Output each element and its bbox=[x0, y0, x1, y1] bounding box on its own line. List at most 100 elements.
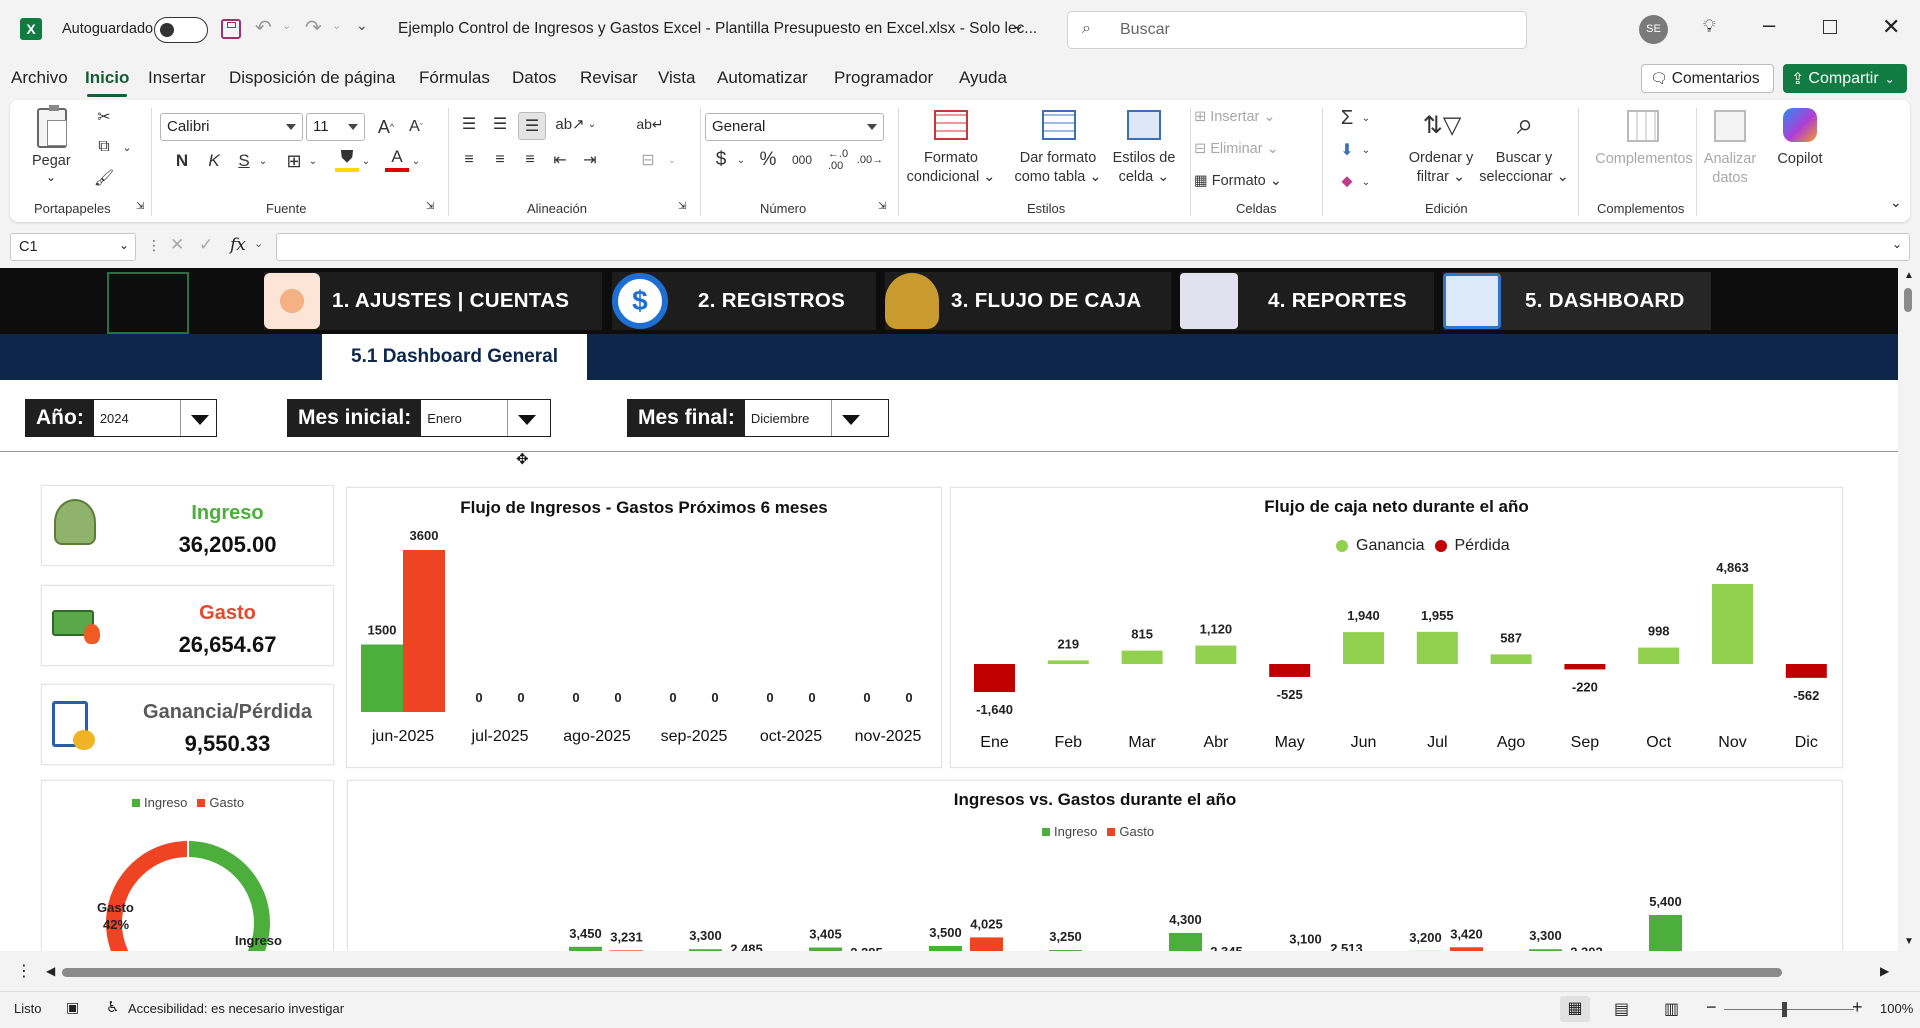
number-format-combo[interactable]: General bbox=[705, 113, 884, 141]
find-select-button[interactable]: Buscar y seleccionar ⌄ bbox=[1479, 150, 1569, 185]
start-month-value[interactable]: Enero bbox=[421, 400, 508, 436]
menu-inicio[interactable]: Inicio bbox=[85, 68, 130, 97]
menu-vista[interactable]: Vista bbox=[658, 68, 696, 87]
end-month-filter[interactable]: Mes final: Diciembre bbox=[627, 399, 889, 437]
increase-decimal-icon[interactable]: ←.0.00 bbox=[827, 148, 849, 172]
italic-button[interactable]: K bbox=[208, 151, 220, 170]
underline-dropdown-icon[interactable]: ⌄ bbox=[258, 155, 268, 167]
worksheet-area[interactable]: 1. AJUSTES | CUENTAS $2. REGISTROS 3. FL… bbox=[0, 268, 1898, 951]
menu-formulas[interactable]: Fórmulas bbox=[419, 68, 490, 87]
copy-icon[interactable]: ⧉ bbox=[98, 138, 110, 155]
currency-button[interactable]: $ bbox=[715, 149, 727, 170]
menu-insertar[interactable]: Insertar bbox=[148, 68, 206, 87]
end-month-dropdown-icon[interactable] bbox=[830, 400, 869, 436]
addins-icon[interactable] bbox=[1627, 110, 1659, 142]
fill-dropdown-icon[interactable]: ⌄ bbox=[1361, 144, 1371, 156]
delete-cells-button[interactable]: ⊟ Eliminar ⌄ bbox=[1194, 141, 1279, 157]
menu-archivo[interactable]: Archivo bbox=[11, 68, 68, 87]
nav-dashboard-button[interactable]: 5. DASHBOARD bbox=[1443, 272, 1711, 330]
scroll-up-icon[interactable]: ▲ bbox=[1904, 270, 1914, 281]
paste-icon[interactable] bbox=[37, 105, 67, 148]
scroll-right-icon[interactable]: ▶ bbox=[1880, 964, 1890, 978]
insert-cells-button[interactable]: ⊞ Insertar ⌄ bbox=[1194, 109, 1276, 125]
format-cells-button[interactable]: ▦ Formato ⌄ bbox=[1194, 173, 1282, 189]
comments-button[interactable]: 🗨︎ Comentarios bbox=[1641, 64, 1774, 93]
page-break-view-icon[interactable]: ▥ bbox=[1664, 1001, 1680, 1018]
addins-button[interactable]: Complementos bbox=[1595, 151, 1693, 167]
copilot-icon[interactable] bbox=[1783, 108, 1817, 142]
merge-dropdown-icon[interactable]: ⌄ bbox=[667, 154, 677, 166]
formula-bar-more-icon[interactable]: ⋮ bbox=[147, 237, 161, 253]
font-launcher-icon[interactable]: ⇲ bbox=[426, 201, 435, 212]
sort-filter-button[interactable]: Ordenar y filtrar ⌄ bbox=[1408, 150, 1474, 185]
zoom-slider-thumb[interactable] bbox=[1782, 1002, 1787, 1017]
table-format-icon[interactable] bbox=[1042, 110, 1076, 140]
selected-cell-c1[interactable] bbox=[107, 272, 189, 334]
align-top-icon[interactable]: ☰ bbox=[461, 116, 477, 133]
restore-icon[interactable] bbox=[1823, 20, 1837, 34]
copilot-button[interactable]: Copilot bbox=[1777, 151, 1823, 167]
thousands-button[interactable]: 000 bbox=[791, 153, 813, 167]
normal-view-button[interactable]: ▦ bbox=[1560, 996, 1590, 1022]
customize-toolbar-icon[interactable]: ⌄ bbox=[356, 17, 368, 33]
start-month-dropdown-icon[interactable] bbox=[507, 400, 546, 436]
decrease-indent-icon[interactable]: ⇤ bbox=[553, 152, 567, 169]
align-middle-icon[interactable]: ☰ bbox=[492, 116, 508, 133]
scroll-left-icon[interactable]: ◀ bbox=[46, 964, 56, 978]
copy-dropdown-icon[interactable]: ⌄ bbox=[122, 141, 132, 154]
menu-datos[interactable]: Datos bbox=[512, 68, 557, 87]
accessibility-icon[interactable]: ♿︎ bbox=[106, 999, 120, 1016]
font-color-dropdown-icon[interactable]: ⌄ bbox=[411, 155, 421, 167]
fill-color-icon[interactable]: ⛊ bbox=[335, 146, 359, 172]
zoom-slider-track[interactable] bbox=[1724, 1009, 1854, 1010]
alignment-launcher-icon[interactable]: ⇲ bbox=[678, 201, 687, 212]
nav-registros-button[interactable]: $2. REGISTROS bbox=[612, 272, 876, 330]
share-button[interactable]: ⇪ Compartir ⌄ bbox=[1783, 64, 1907, 93]
decrease-decimal-icon[interactable]: .00→ bbox=[856, 154, 884, 166]
analyze-data-icon[interactable] bbox=[1714, 110, 1746, 142]
year-filter[interactable]: Año: 2024 bbox=[25, 399, 217, 437]
paste-label[interactable]: Pegar bbox=[32, 153, 71, 169]
autosum-icon[interactable]: Σ bbox=[1340, 106, 1354, 129]
font-name-combo[interactable]: Calibri bbox=[160, 113, 303, 141]
year-dropdown-icon[interactable] bbox=[179, 400, 216, 436]
search-box[interactable]: ⌕ Buscar bbox=[1067, 11, 1527, 49]
wrap-text-icon[interactable]: ab↵ bbox=[636, 115, 664, 132]
macro-record-icon[interactable]: ▣ bbox=[66, 999, 80, 1015]
menu-automatizar[interactable]: Automatizar bbox=[717, 68, 808, 87]
cut-icon[interactable]: ✂ bbox=[97, 109, 111, 126]
formula-expand-icon[interactable]: ⌄ bbox=[1892, 237, 1903, 251]
vertical-scrollbar[interactable]: ▲ ▼ bbox=[1898, 268, 1920, 951]
insert-function-button[interactable]: fx bbox=[230, 235, 246, 255]
bold-button[interactable]: N bbox=[175, 151, 189, 170]
borders-icon[interactable]: ⊞ bbox=[286, 150, 302, 171]
orientation-icon[interactable]: ab↗ bbox=[555, 116, 585, 133]
zoom-out-icon[interactable]: − bbox=[1706, 997, 1717, 1017]
zoom-in-icon[interactable]: + bbox=[1852, 997, 1863, 1017]
title-dropdown-icon[interactable]: ⌄ bbox=[1012, 17, 1025, 34]
scroll-down-icon[interactable]: ▼ bbox=[1904, 936, 1914, 947]
enter-icon[interactable]: ✓ bbox=[199, 235, 214, 254]
lightbulb-icon[interactable]: 💡︎ bbox=[1703, 16, 1716, 36]
paste-dropdown-icon[interactable]: ⌄ bbox=[46, 170, 57, 184]
formula-input[interactable] bbox=[276, 233, 1910, 261]
redo-icon[interactable]: ↷ bbox=[305, 17, 322, 39]
function-dropdown-icon[interactable]: ⌄ bbox=[254, 238, 264, 250]
format-painter-icon[interactable]: 🖌︎ bbox=[93, 170, 115, 187]
minimize-icon[interactable]: – bbox=[1763, 12, 1776, 37]
analyze-data-button[interactable]: Analizar datos bbox=[1700, 150, 1760, 188]
year-filter-value[interactable]: 2024 bbox=[93, 400, 180, 436]
underline-button[interactable]: S bbox=[238, 151, 250, 170]
horizontal-scroll-thumb[interactable] bbox=[62, 968, 1782, 977]
accessibility-status[interactable]: Accesibilidad: es necesario investigar bbox=[128, 1001, 345, 1016]
end-month-value[interactable]: Diciembre bbox=[744, 400, 831, 436]
align-right-icon[interactable]: ≡ bbox=[525, 151, 535, 168]
nav-ajustes-button[interactable]: 1. AJUSTES | CUENTAS bbox=[264, 272, 602, 330]
currency-dropdown-icon[interactable]: ⌄ bbox=[736, 154, 746, 166]
cancel-icon[interactable]: ✕ bbox=[170, 235, 185, 254]
autosum-dropdown-icon[interactable]: ⌄ bbox=[1361, 112, 1371, 124]
menu-revisar[interactable]: Revisar bbox=[580, 68, 638, 87]
fill-icon[interactable]: ⬇ bbox=[1340, 142, 1354, 159]
ribbon-collapse-icon[interactable]: ⌄ bbox=[1890, 194, 1902, 210]
